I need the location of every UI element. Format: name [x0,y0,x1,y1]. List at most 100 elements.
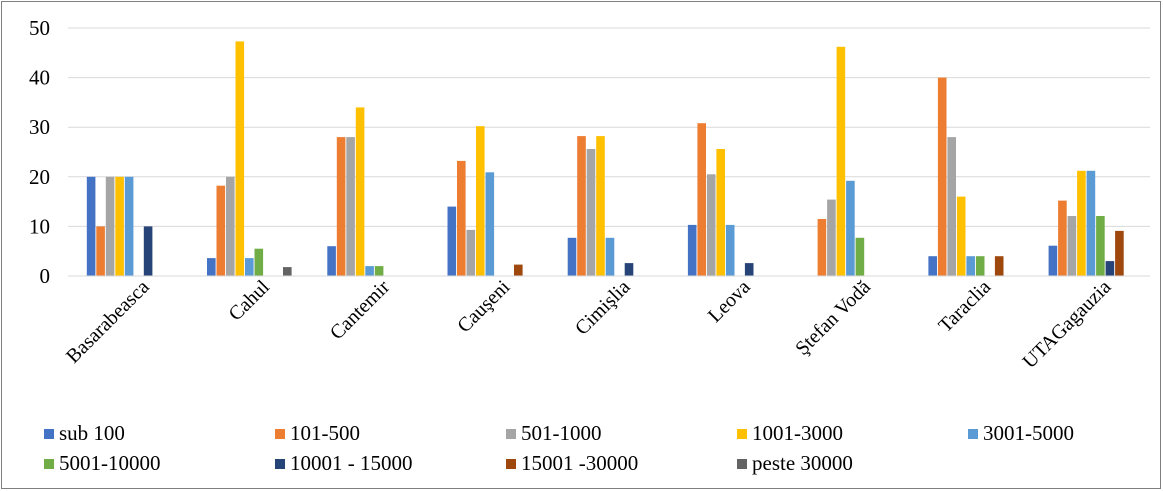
bar [938,78,947,276]
x-tick-label: Cauşeni [453,276,514,337]
legend-swatch [275,429,285,439]
bar [1087,171,1096,276]
bar [1058,201,1067,276]
legend-item: 10001 - 15000 [275,451,413,476]
bar [846,181,855,276]
x-tick-label: Cahul [225,276,275,326]
legend-swatch [44,429,54,439]
bar [716,149,725,276]
bar [245,258,254,276]
legend-item: 1001-3000 [737,421,843,446]
bar [947,137,956,276]
bar [365,266,374,276]
legend-swatch [737,459,747,469]
legend-item: 5001-10000 [44,451,161,476]
x-tick-label: Taraclia [934,276,995,337]
y-axis-ticks: 0 10 20 30 40 50 [29,16,50,288]
legend-label: 101-500 [290,421,360,446]
bar [467,230,476,276]
legend-swatch [968,429,978,439]
legend-label: 15001 -30000 [521,451,638,476]
bar [827,200,836,276]
bar [144,226,153,276]
bar [957,197,966,276]
bar [976,256,985,276]
x-tick-label: Cantemir [326,276,394,344]
y-tick-label: 30 [29,115,50,139]
legend-label: 10001 - 15000 [290,451,413,476]
legend-label: 501-1000 [521,421,602,446]
bar [856,238,865,276]
bar [577,136,586,276]
bar [966,256,975,276]
bar [226,177,235,276]
bars [87,41,1124,276]
bar [207,258,216,276]
y-tick-label: 40 [29,66,50,90]
bar [125,177,134,276]
x-axis-labels: Basarabeasca Cahul Cantemir Cauşeni Cimişlia… [62,276,1116,373]
x-tick-label: Basarabeasca [62,276,154,368]
legend-swatch [506,429,516,439]
bar [568,238,577,276]
x-tick-label: Leova [704,276,755,327]
bar [1096,216,1105,276]
bar [587,149,596,276]
legend-item: 101-500 [275,421,360,446]
legend-label: 3001-5000 [983,421,1074,446]
bar [476,126,485,276]
x-tick-label: Ştefan Vodă [791,276,875,360]
bar [375,266,384,276]
bar [837,47,846,276]
bar [596,136,605,276]
bar [928,256,937,276]
y-tick-label: 10 [29,214,50,238]
bar [486,172,495,276]
y-tick-label: 0 [40,264,51,288]
legend-label: peste 30000 [752,451,853,476]
bar [625,263,634,276]
bar [745,263,754,276]
bar [106,177,115,276]
bar [1115,231,1124,276]
bar [115,177,124,276]
bar [236,41,245,276]
bar [514,265,523,276]
legend-item: sub 100 [44,421,125,446]
bar [346,137,355,276]
bar [448,207,457,276]
bar [697,123,706,276]
bar [688,225,697,276]
bar [1077,171,1086,276]
legend-item: 501-1000 [506,421,602,446]
legend-swatch [275,459,285,469]
bar [337,137,346,276]
y-tick-label: 20 [29,165,50,189]
bar [995,256,1004,276]
bar [96,226,105,276]
bar [87,177,96,276]
legend-item: 3001-5000 [968,421,1074,446]
legend-label: sub 100 [59,421,125,446]
bar [1068,216,1077,276]
legend-swatch [737,429,747,439]
bar [217,186,226,276]
legend-swatch [506,459,516,469]
legend-swatch [44,459,54,469]
bar [255,249,264,276]
bar [327,246,336,276]
bar [1049,246,1058,276]
legend-item: 15001 -30000 [506,451,638,476]
legend-label: 1001-3000 [752,421,843,446]
bar [283,267,292,276]
bar [726,225,735,276]
x-tick-label: UTAGagauzia [1019,276,1116,373]
bar [818,219,827,276]
legend-label: 5001-10000 [59,451,161,476]
legend-item: peste 30000 [737,451,853,476]
bar [707,174,716,276]
x-tick-label: Cimişlia [571,276,635,340]
bar [356,107,365,276]
bar [457,161,466,276]
